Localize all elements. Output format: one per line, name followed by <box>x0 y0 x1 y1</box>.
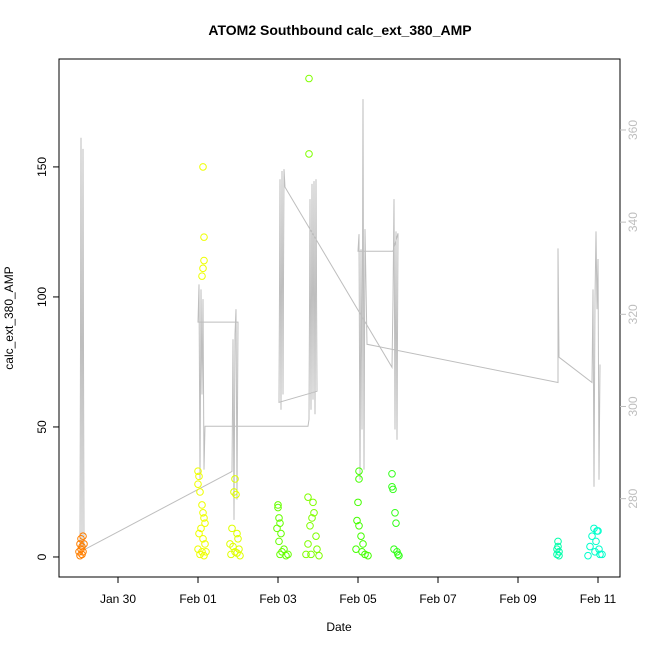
point <box>309 498 317 507</box>
point <box>388 469 396 478</box>
point <box>395 551 403 560</box>
point <box>355 467 363 475</box>
point <box>195 472 203 481</box>
point <box>200 256 208 265</box>
point <box>389 485 397 494</box>
point <box>284 550 292 559</box>
point <box>302 550 310 559</box>
point <box>584 551 592 560</box>
point <box>233 549 241 557</box>
point <box>364 551 372 560</box>
point <box>315 551 323 560</box>
point <box>80 540 88 548</box>
point <box>274 501 282 509</box>
point <box>357 532 365 540</box>
point <box>392 519 400 527</box>
point <box>194 467 202 475</box>
point <box>79 547 87 556</box>
point <box>275 537 283 546</box>
point <box>305 74 313 83</box>
chart-title: ATOM2 Southbound calc_ext_380_AMP <box>208 22 471 38</box>
point <box>586 542 594 551</box>
x-tick-label: Feb 03 <box>259 592 297 606</box>
y2-tick-label: 280 <box>626 488 640 508</box>
point <box>199 163 207 171</box>
point <box>354 498 362 507</box>
point <box>305 150 313 158</box>
point <box>596 550 604 559</box>
point <box>198 272 206 280</box>
point <box>198 501 206 509</box>
point <box>201 540 209 548</box>
point <box>274 503 282 512</box>
x-tick-label: Jan 30 <box>100 592 136 606</box>
point <box>201 519 209 527</box>
point <box>199 534 207 543</box>
point <box>555 551 563 560</box>
point <box>200 551 208 560</box>
point <box>194 545 202 553</box>
point <box>355 521 363 530</box>
point <box>304 493 312 501</box>
point <box>359 540 367 548</box>
line <box>79 99 601 551</box>
point <box>307 550 315 559</box>
point <box>232 490 240 499</box>
point <box>308 514 316 522</box>
point <box>231 475 239 483</box>
y2-tick-label: 340 <box>626 212 640 232</box>
point <box>197 524 205 533</box>
point <box>275 514 283 522</box>
y-axis-label: calc_ext_380_AMP <box>2 266 16 369</box>
point <box>588 532 596 540</box>
point <box>592 537 600 546</box>
y-tick-label: 100 <box>35 287 49 307</box>
point <box>554 537 562 546</box>
point <box>355 475 363 483</box>
point <box>196 488 204 496</box>
x-tick-label: Feb 01 <box>179 592 217 606</box>
y2-tick-label: 360 <box>626 120 640 140</box>
point <box>200 233 208 241</box>
x-tick-label: Feb 05 <box>339 592 377 606</box>
point <box>234 534 242 543</box>
point <box>228 524 236 533</box>
point <box>312 532 320 540</box>
point <box>195 529 203 538</box>
point <box>233 529 241 538</box>
x-tick-label: Feb 07 <box>419 592 457 606</box>
point <box>306 521 314 530</box>
x-tick-label: Feb 11 <box>580 592 617 606</box>
point <box>310 508 318 517</box>
point <box>199 508 207 517</box>
y-tick-label: 0 <box>35 553 49 560</box>
point <box>277 529 285 538</box>
point <box>199 264 207 273</box>
point <box>391 508 399 517</box>
point <box>598 550 606 559</box>
point <box>231 547 239 556</box>
point <box>194 480 202 488</box>
point <box>282 551 290 560</box>
y2-tick-label: 320 <box>626 304 640 324</box>
point <box>273 524 281 533</box>
point <box>594 527 602 535</box>
y-tick-label: 150 <box>35 157 49 177</box>
point <box>202 547 210 556</box>
point <box>200 514 208 522</box>
point <box>79 532 87 540</box>
y-tick-label: 50 <box>35 420 49 434</box>
point <box>553 550 561 559</box>
x-axis-label: Date <box>326 620 352 634</box>
point <box>353 516 361 525</box>
point <box>394 550 402 559</box>
point <box>304 540 312 548</box>
x-tick-label: Feb 09 <box>499 592 537 606</box>
y2-tick-label: 300 <box>626 396 640 416</box>
